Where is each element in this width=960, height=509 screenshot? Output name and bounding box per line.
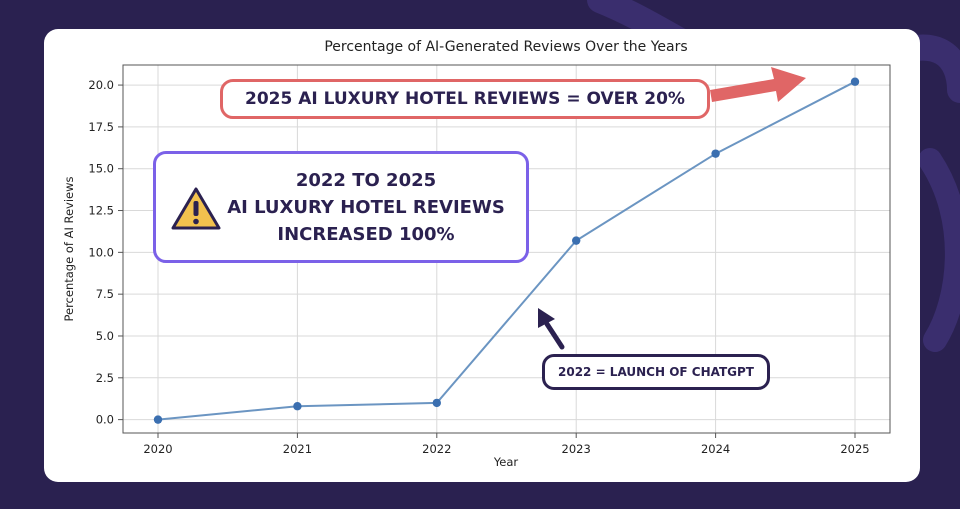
data-point-2024 <box>711 149 720 158</box>
y-tick-label: 17.5 <box>88 120 114 134</box>
data-point-2020 <box>153 415 163 424</box>
x-tick-label: 2021 <box>283 442 312 456</box>
series-line <box>157 80 856 421</box>
increase-line-3: INCREASED 100% <box>277 223 455 245</box>
callout-chatgpt-text: 2022 = LAUNCH OF CHATGPT <box>558 365 754 379</box>
y-axis-label: Percentage of AI Reviews <box>62 176 76 321</box>
chart-title: Percentage of AI-Generated Reviews Over … <box>324 39 687 55</box>
callout-2025-over-20: 2025 AI LUXURY HOTEL REVIEWS = OVER 20% <box>220 79 710 119</box>
increase-line-1: 2022 TO 2025 <box>295 169 437 191</box>
chart-card: 0.0 2.5 5.0 7.5 10.0 12.5 15.0 17.5 20.0 2020 202… <box>44 29 920 482</box>
increase-line-2: AI LUXURY HOTEL REVIEWS <box>227 196 505 218</box>
data-point-2021 <box>293 402 302 411</box>
navy-arrow-icon <box>538 308 555 328</box>
plot-frame <box>122 64 891 434</box>
x-tick-label: 2020 <box>143 442 172 456</box>
callout-increase-100: 2022 TO 2025 AI LUXURY HOTEL REVIEWS INC… <box>153 151 529 263</box>
y-tick-label: 10.0 <box>88 245 114 259</box>
y-tick-label: 0.0 <box>96 413 114 427</box>
red-arrow-icon <box>710 67 806 102</box>
y-tick-label: 15.0 <box>88 162 114 176</box>
data-point-2025 <box>850 77 860 86</box>
x-tick-label: 2025 <box>840 442 869 456</box>
callout-2025-text: 2025 AI LUXURY HOTEL REVIEWS = OVER 20% <box>245 89 685 109</box>
x-axis-label: Year <box>493 455 519 469</box>
data-point-2022 <box>432 398 441 408</box>
x-tick-label: 2023 <box>562 442 591 456</box>
data-point-2023 <box>572 236 581 245</box>
y-tick-label: 5.0 <box>96 329 114 343</box>
y-tick-label: 2.5 <box>96 371 114 385</box>
warning-icon <box>171 187 221 230</box>
x-tick-label: 2024 <box>701 442 730 456</box>
callout-chatgpt-launch: 2022 = LAUNCH OF CHATGPT <box>542 354 770 390</box>
navy-arrow-shaft <box>544 321 565 350</box>
y-tick-label: 7.5 <box>96 287 114 301</box>
y-tick-label: 12.5 <box>88 204 114 218</box>
x-tick-label: 2022 <box>422 442 451 456</box>
y-tick-label: 20.0 <box>88 78 114 92</box>
